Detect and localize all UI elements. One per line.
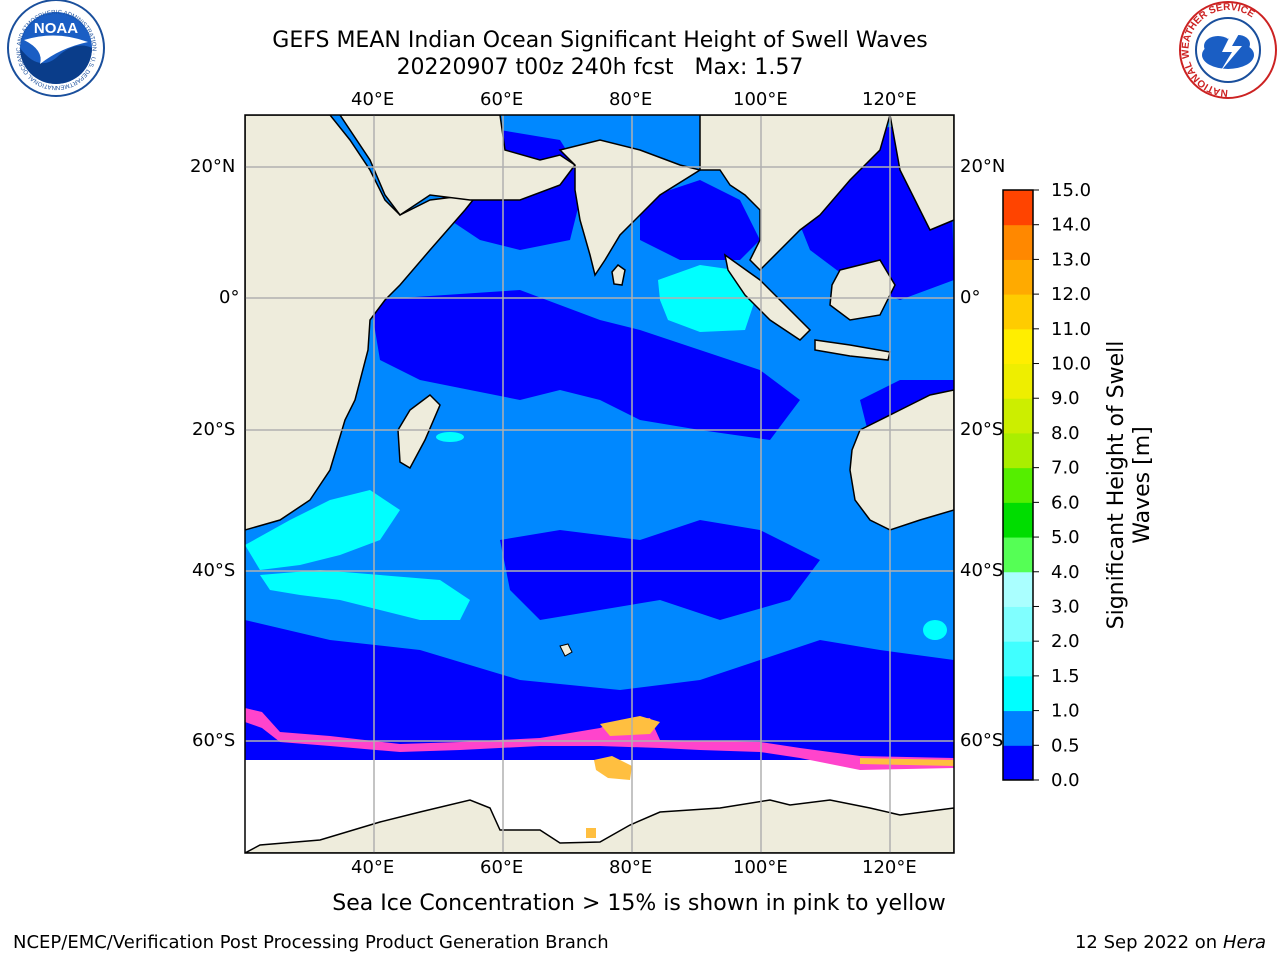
colorbar-tick-label: 13.0 bbox=[1051, 249, 1091, 270]
noaa-logo-text: NOAA bbox=[34, 20, 78, 37]
lat-tick-right: 20°S bbox=[960, 419, 1004, 440]
lon-tick-top: 120°E bbox=[862, 89, 917, 110]
date-line: 12 Sep 2022 on Hera bbox=[1075, 932, 1266, 953]
colorbar-tick-label: 7.0 bbox=[1051, 458, 1080, 479]
colorbar-segment bbox=[1003, 675, 1033, 712]
colorbar-segment bbox=[1003, 432, 1033, 469]
colorbar-label-line1: Significant Height of Swell bbox=[1104, 340, 1129, 630]
lat-tick-right: 40°S bbox=[960, 560, 1004, 581]
sea-ice-note: Sea Ice Concentration > 15% is shown in … bbox=[332, 891, 946, 916]
colorbar-segment bbox=[1003, 745, 1033, 781]
colorbar-tick-label: 0.0 bbox=[1051, 770, 1080, 791]
land-java bbox=[814, 339, 891, 361]
land-australia bbox=[849, 389, 954, 531]
lon-tick-bottom: 40°E bbox=[351, 857, 395, 878]
map-gridlines bbox=[245, 115, 954, 853]
colorbar-segment bbox=[1003, 224, 1033, 260]
colorbar-segment bbox=[1003, 606, 1033, 642]
nws-logo: NATIONAL WEATHER SERVICE bbox=[1179, 1, 1277, 99]
colorbar-tick-label: 12.0 bbox=[1051, 284, 1091, 305]
colorbar-tick-label: 8.0 bbox=[1051, 423, 1080, 444]
colorbar-tick-label: 11.0 bbox=[1051, 319, 1091, 340]
land-arabia bbox=[339, 115, 577, 217]
colorbar-segment bbox=[1003, 537, 1033, 573]
colorbar-tick-label: 1.0 bbox=[1051, 701, 1080, 722]
lat-tick-left: 0° bbox=[219, 287, 240, 308]
colorbar-tick-label: 3.0 bbox=[1051, 596, 1080, 617]
land-sri-lanka bbox=[611, 263, 626, 286]
lon-tick-top: 60°E bbox=[480, 89, 524, 110]
land-africa bbox=[245, 115, 506, 531]
colorbar-segment bbox=[1003, 398, 1033, 434]
colorbar-segment bbox=[1003, 710, 1033, 746]
colorbar-tick-label: 6.0 bbox=[1051, 492, 1080, 513]
lat-tick-left: 40°S bbox=[192, 560, 236, 581]
colorbar-segment bbox=[1003, 328, 1033, 365]
machine-name: Hera bbox=[1222, 932, 1266, 953]
land-philippines bbox=[889, 115, 954, 231]
low-swell-regions bbox=[245, 120, 954, 760]
map-frame bbox=[244, 114, 955, 854]
land-kerguelen bbox=[559, 643, 573, 657]
lon-tick-bottom: 60°E bbox=[480, 857, 524, 878]
map-area bbox=[245, 115, 954, 853]
colorbar-tick-label: 2.0 bbox=[1051, 631, 1080, 652]
colorbar-tick-label: 0.5 bbox=[1051, 735, 1080, 756]
land-southeast-asia bbox=[699, 115, 891, 272]
lat-tick-right: 0° bbox=[960, 287, 981, 308]
colorbar-tick-label: 15.0 bbox=[1051, 180, 1091, 201]
colorbar-tick-label: 9.0 bbox=[1051, 388, 1080, 409]
lon-tick-top: 80°E bbox=[609, 89, 653, 110]
land-borneo bbox=[829, 259, 896, 321]
map-title: GEFS MEAN Indian Ocean Significant Heigh… bbox=[272, 28, 928, 53]
lat-tick-left: 60°S bbox=[192, 730, 236, 751]
lon-tick-bottom: 80°E bbox=[609, 857, 653, 878]
colorbar-tick-label: 14.0 bbox=[1051, 215, 1091, 236]
max-value-label: Max: 1.57 bbox=[694, 55, 804, 80]
colorbar-segment bbox=[1003, 467, 1033, 503]
credit-line: NCEP/EMC/Verification Post Processing Pr… bbox=[13, 932, 609, 953]
colorbar: 0.0 0.5 1.0 1.5 2.0 3.0 4.0 5.0 6.0 7.0 8.0 9.0 10.0… bbox=[1002, 180, 1091, 791]
date-text: 12 Sep 2022 on bbox=[1074, 932, 1218, 953]
lat-tick-right: 60°S bbox=[960, 730, 1004, 751]
colorbar-frame bbox=[1002, 189, 1034, 781]
map-subtitle: 20220907 t00z 240h fcst Max: 1.57 bbox=[0, 55, 1200, 80]
colorbar-tick-label: 10.0 bbox=[1051, 354, 1091, 375]
land-india bbox=[558, 139, 702, 277]
colorbar-label-line2: Waves [m] bbox=[1130, 426, 1155, 544]
colorbar-segment bbox=[1003, 294, 1033, 330]
lon-tick-bottom: 120°E bbox=[862, 857, 917, 878]
land-madagascar bbox=[397, 394, 441, 470]
colorbar-tick-label: 5.0 bbox=[1051, 527, 1080, 548]
colorbar-segment bbox=[1003, 363, 1033, 399]
sea-ice-edge bbox=[245, 708, 954, 838]
lat-tick-right: 20°N bbox=[960, 156, 1006, 177]
lon-tick-top: 100°E bbox=[733, 89, 788, 110]
colorbar-segment bbox=[1003, 502, 1033, 538]
colorbar-tick-label: 4.0 bbox=[1051, 562, 1080, 583]
colorbar-segment bbox=[1003, 190, 1033, 226]
colorbar-tick-label: 1.5 bbox=[1051, 666, 1080, 687]
lon-tick-bottom: 100°E bbox=[733, 857, 788, 878]
forecast-run-label: 20220907 t00z 240h fcst bbox=[396, 55, 674, 80]
lat-tick-left: 20°S bbox=[192, 419, 236, 440]
lat-tick-left: 20°N bbox=[190, 156, 236, 177]
colorbar-segment bbox=[1003, 641, 1033, 677]
noaa-logo: NOAA NATIONAL OCEANIC AND ATMOSPHERIC AD… bbox=[0, 0, 105, 97]
land-masses bbox=[245, 115, 954, 853]
lon-tick-top: 40°E bbox=[351, 89, 395, 110]
land-antarctica bbox=[245, 799, 954, 853]
colorbar-segment bbox=[1003, 259, 1033, 295]
colorbar-segment bbox=[1003, 571, 1033, 607]
